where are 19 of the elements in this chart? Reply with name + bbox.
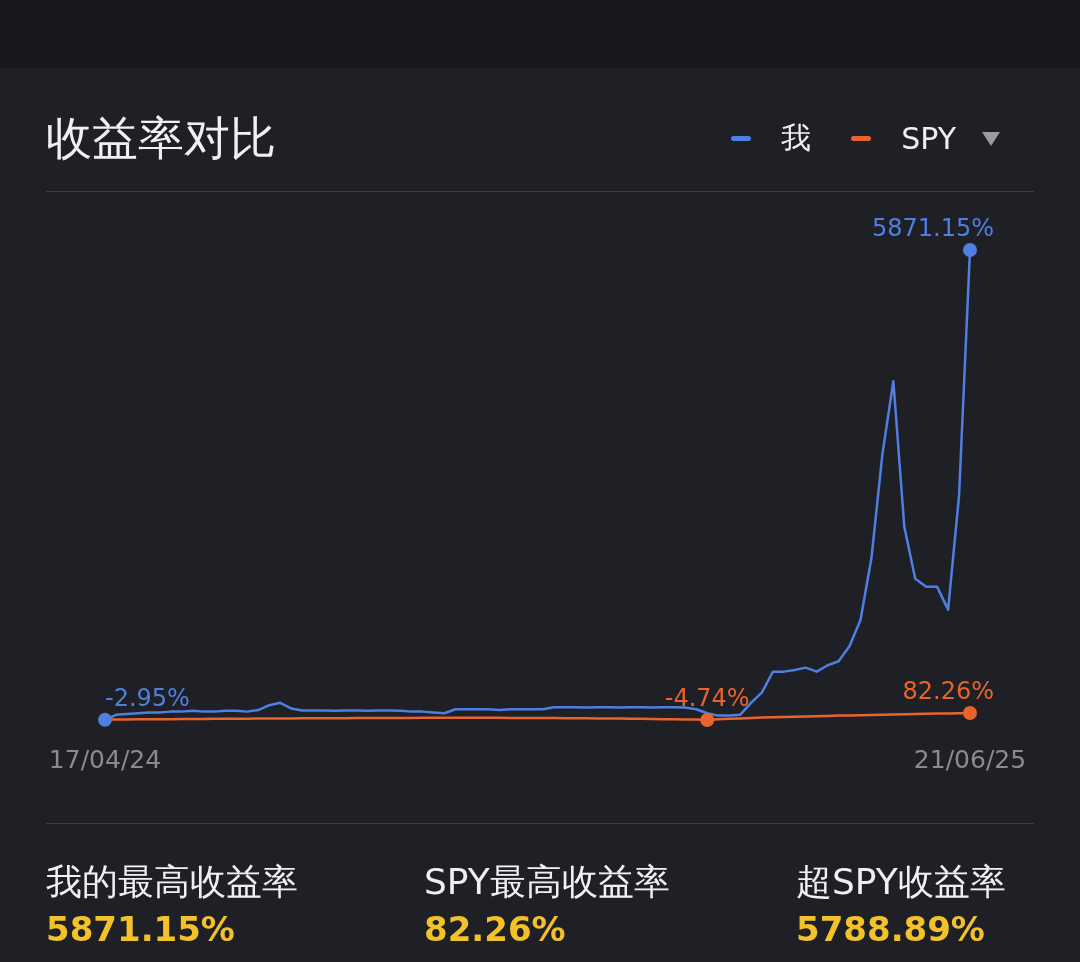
text: 超SPY收益率: [796, 860, 1006, 904]
data-label: -4.74%: [664, 684, 750, 712]
legend-label: 我: [781, 119, 812, 157]
chart-title: 收益率对比: [46, 110, 276, 167]
data-label: 5871.15%: [871, 214, 994, 242]
text: 5788.89%: [796, 909, 986, 949]
point: [963, 243, 977, 257]
text: SPY最高收益率: [424, 860, 670, 904]
x-tick-label: 21/06/25: [913, 745, 1027, 774]
data-label: -2.95%: [105, 683, 190, 712]
text: 82.26%: [424, 909, 567, 949]
legend-label: SPY: [901, 121, 956, 156]
data-label: 82.26%: [902, 677, 994, 706]
text: 我的最高收益率: [46, 860, 298, 904]
point: [700, 713, 715, 727]
point: [98, 712, 112, 727]
point: [963, 706, 977, 721]
text: 5871.15%: [46, 909, 236, 949]
x-tick-label: 17/04/24: [48, 745, 162, 774]
